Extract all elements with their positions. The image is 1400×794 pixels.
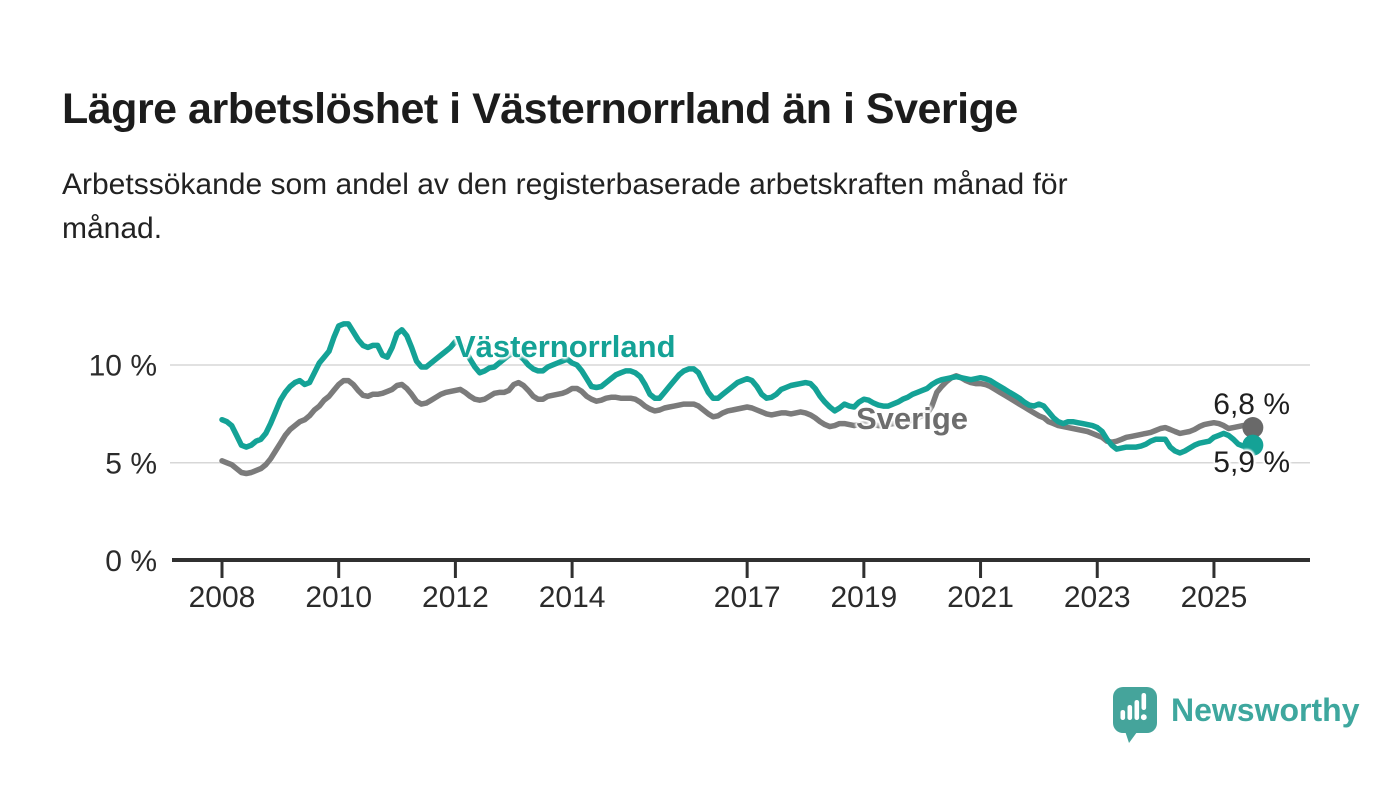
- x-axis-tick-label-2017: 2017: [714, 581, 781, 614]
- end-dot-sverige: [1242, 417, 1264, 439]
- x-axis-tick-label-2025: 2025: [1181, 581, 1248, 614]
- series-line-västernorrland: [219, 321, 1256, 456]
- series-label-sverige: Sverige: [856, 401, 969, 436]
- newsworthy-logo-text: Newsworthy: [1171, 692, 1360, 728]
- newsworthy-speech-bubble-chart-icon: [1113, 687, 1157, 743]
- y-axis-label-5: 5 %: [105, 447, 157, 480]
- end-dot-västernorrland: [1242, 434, 1264, 456]
- chart-subtitle: Arbetssökande som andel av den registerb…: [62, 163, 1322, 251]
- x-axis-tick-label-2023: 2023: [1064, 581, 1131, 614]
- end-value-label-vasternorrland: 5,9 %: [1213, 446, 1290, 479]
- subtitle-line-2: månad.: [62, 212, 163, 245]
- x-axis-tick-label-2019: 2019: [830, 581, 897, 614]
- newsworthy-logo: Newsworthy: [1112, 686, 1359, 744]
- y-axis-label-10: 10 %: [89, 350, 157, 383]
- end-value-label-sverige: 6,8 %: [1213, 388, 1290, 421]
- series-label-vasternorrland: Västernorrland: [455, 329, 676, 364]
- series-line-sverige: [219, 373, 1256, 477]
- page-title: Lägre arbetslöshet i Västernorrland än i…: [62, 84, 1018, 133]
- subtitle-line-1: Arbetssökande som andel av den registerb…: [62, 168, 1068, 201]
- x-axis-tick-label-2010: 2010: [305, 581, 372, 614]
- x-axis-tick-label-2008: 2008: [189, 581, 256, 614]
- x-axis-tick-label-2012: 2012: [422, 581, 489, 614]
- x-axis-tick-label-2021: 2021: [947, 581, 1014, 614]
- x-axis-tick-label-2014: 2014: [539, 581, 606, 614]
- y-axis-label-0: 0 %: [105, 545, 157, 578]
